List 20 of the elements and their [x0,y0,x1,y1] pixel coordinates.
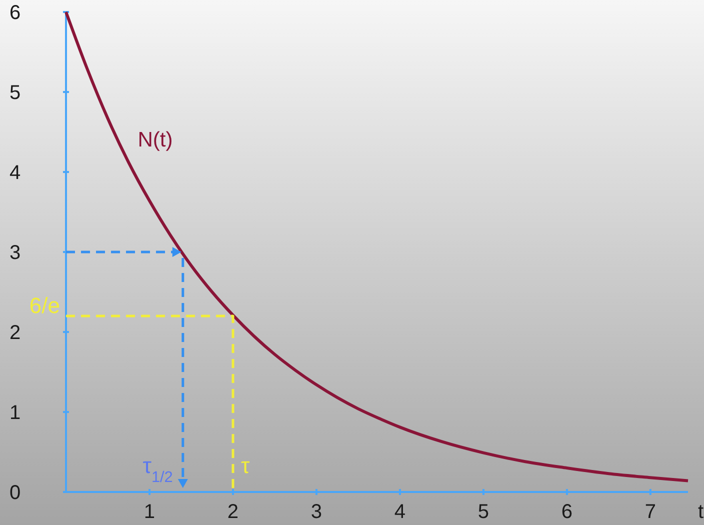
x-tick-label: 1 [144,501,156,523]
annotation: 6/e [29,293,60,318]
x-tick-label: 4 [394,501,406,523]
y-tick-label: 2 [9,322,21,344]
y-tick-label: 1 [9,402,21,424]
line-series [64,10,690,482]
annotation: τ$_{1/2}$ [142,453,173,486]
y-tick-label: 0 [9,482,21,504]
x-tick-label: 3 [310,501,322,523]
x-tick-label: 2 [227,501,239,523]
y-tick-label: 6 [9,2,21,24]
y-tick-label: 3 [9,242,21,264]
x-axis-title: t [698,501,704,523]
series-label: N(t) [138,128,173,152]
annotation: τ [240,453,250,478]
x-tick-label: 5 [478,501,490,523]
y-tick-label: 5 [9,82,21,104]
x-tick-label: 6 [561,501,572,523]
y-tick-label: 4 [9,162,21,184]
x-tick-label: 7 [644,501,656,523]
